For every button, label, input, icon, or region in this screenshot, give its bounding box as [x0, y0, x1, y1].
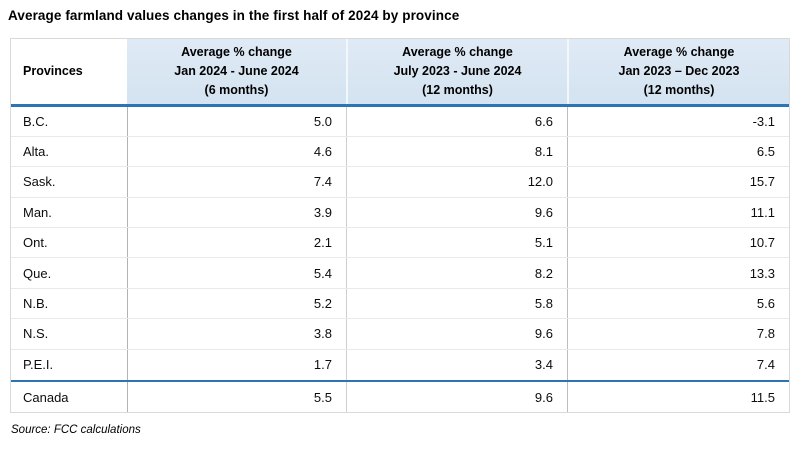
value-cell: 6.6 [346, 106, 567, 136]
value-cell: -3.1 [567, 106, 789, 136]
value-cell: 15.7 [567, 167, 789, 197]
value-cell: 12.0 [346, 167, 567, 197]
page-title: Average farmland values changes in the f… [8, 8, 460, 23]
table-row-que: Que. 5.4 8.2 13.3 [11, 258, 789, 289]
column-header-provinces: Provinces [11, 39, 127, 104]
value-cell: 3.9 [127, 197, 346, 228]
header-line-3: (12 months) [643, 82, 715, 97]
value-cell: 10.7 [567, 228, 789, 258]
value-cell: 6.5 [567, 136, 789, 167]
province-cell: B.C. [23, 113, 49, 129]
value-cell: 9.6 [346, 197, 567, 228]
column-header-6-months: Average % change Jan 2024 - June 2024 (6… [127, 39, 346, 104]
province-cell: Sask. [23, 174, 56, 190]
value-cell: 13.3 [567, 258, 789, 288]
province-cell: Canada [23, 389, 69, 405]
farmland-values-table: Provinces Average % change Jan 2024 - Ju… [10, 38, 790, 414]
value-cell: 3.8 [127, 319, 346, 349]
province-cell: Man. [23, 204, 52, 220]
table-row-alta: Alta. 4.6 8.1 6.5 [11, 136, 789, 168]
value-cell: 11.1 [567, 197, 789, 228]
header-line-1: Average % change [181, 45, 292, 60]
value-cell: 5.1 [346, 228, 567, 258]
value-cell: 4.6 [127, 136, 346, 167]
header-line-1: Average % change [623, 45, 735, 60]
value-cell: 7.4 [127, 167, 346, 197]
header-line-2: July 2023 - June 2024 [393, 64, 522, 79]
value-cell: 5.6 [567, 288, 789, 319]
header-line-3: (12 months) [422, 82, 493, 97]
value-cell: 5.2 [127, 288, 346, 319]
table-header-row: Provinces Average % change Jan 2024 - Ju… [11, 39, 789, 104]
value-cell: 8.1 [346, 136, 567, 167]
table-row-canada-total: Canada 5.5 9.6 11.5 [11, 382, 789, 413]
table-row-pei: P.E.I. 1.7 3.4 7.4 [11, 349, 789, 381]
table-row-ns: N.S. 3.8 9.6 7.8 [11, 319, 789, 350]
table-row-nb: N.B. 5.2 5.8 5.6 [11, 288, 789, 320]
value-cell: 5.4 [127, 258, 346, 288]
table-row-sask: Sask. 7.4 12.0 15.7 [11, 167, 789, 198]
value-cell: 8.2 [346, 258, 567, 288]
province-cell: Alta. [23, 144, 50, 160]
province-cell: N.B. [23, 296, 49, 312]
header-line-2: Jan 2024 - June 2024 [174, 64, 299, 79]
value-cell: 9.6 [346, 382, 567, 413]
value-cell: 3.4 [346, 349, 567, 381]
province-cell: Ont. [23, 235, 48, 251]
column-header-12-months-2023: Average % change Jan 2023 – Dec 2023 (12… [567, 39, 789, 104]
header-line-3: (6 months) [204, 82, 269, 97]
total-accent-line [11, 380, 789, 383]
value-cell: 9.6 [346, 319, 567, 349]
value-cell: 1.7 [127, 349, 346, 381]
table-row-man: Man. 3.9 9.6 11.1 [11, 197, 789, 229]
source-note: Source: FCC calculations [11, 424, 141, 436]
province-cell: Que. [23, 265, 52, 281]
value-cell: 11.5 [567, 382, 789, 413]
province-cell: P.E.I. [23, 357, 54, 373]
column-header-12-months-rolling: Average % change July 2023 - June 2024 (… [346, 39, 567, 104]
value-cell: 5.0 [127, 106, 346, 136]
value-cell: 5.5 [127, 382, 346, 413]
province-cell: N.S. [23, 326, 49, 342]
header-line-1: Average % change [402, 45, 513, 60]
value-cell: 7.4 [567, 349, 789, 381]
value-cell: 5.8 [346, 288, 567, 319]
value-cell: 2.1 [127, 228, 346, 258]
table-row-ont: Ont. 2.1 5.1 10.7 [11, 228, 789, 259]
value-cell: 7.8 [567, 319, 789, 349]
table-row-bc: B.C. 5.0 6.6 -3.1 [11, 106, 789, 137]
header-line-2: Jan 2023 – Dec 2023 [618, 64, 740, 79]
header-accent-line [11, 104, 789, 107]
